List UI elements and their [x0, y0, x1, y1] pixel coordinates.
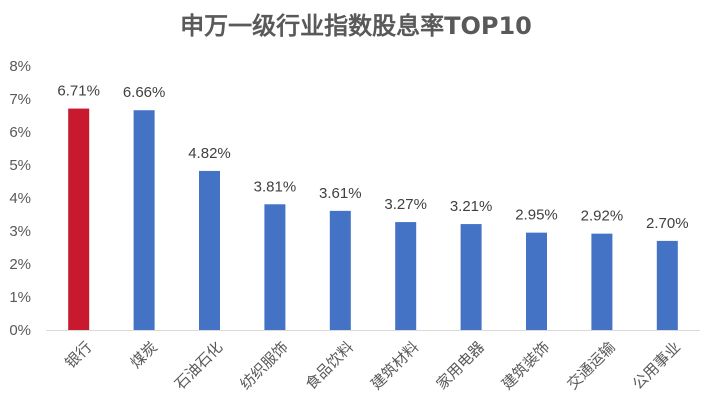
bar-银行 — [68, 108, 90, 330]
bar-交通运输 — [591, 233, 613, 330]
y-tick-label: 6% — [9, 124, 31, 141]
category-label: 家用电器 — [433, 338, 488, 393]
y-tick-label: 8% — [9, 58, 31, 75]
data-label: 6.71% — [57, 83, 100, 100]
data-label: 2.95% — [515, 207, 558, 224]
category-label: 建筑材料 — [367, 338, 422, 393]
data-label: 4.82% — [188, 145, 231, 162]
category-label: 交通运输 — [563, 338, 618, 393]
chart-title: 申万一级行业指数股息率TOP10 — [180, 12, 532, 40]
category-label: 纺织服饰 — [236, 338, 291, 393]
category-label: 食品饮料 — [302, 338, 357, 393]
y-tick-label: 4% — [9, 190, 31, 207]
data-label: 3.61% — [319, 185, 362, 202]
data-label: 3.81% — [254, 178, 297, 195]
y-tick-label: 1% — [9, 289, 31, 306]
data-label: 3.21% — [450, 198, 493, 215]
y-axis-ticks: 0% 1% 2% 3% 4% 5% 6% 7% 8% — [9, 58, 31, 339]
data-labels-group: 6.71% 6.66% 4.82% 3.81% 3.61% 3.27% 3.21% 2.95%… — [57, 83, 688, 232]
bar-食品饮料 — [329, 210, 351, 330]
bar-煤炭 — [133, 110, 155, 330]
category-label: 建筑装饰 — [498, 338, 553, 393]
bar-纺织服饰 — [264, 204, 286, 330]
y-tick-label: 7% — [9, 91, 31, 108]
bar-石油石化 — [199, 170, 220, 330]
bar-建筑装饰 — [526, 232, 547, 330]
bars-group — [68, 108, 678, 330]
bar-建筑材料 — [395, 222, 417, 330]
category-labels-group: 银行 煤炭 石油石化 纺织服饰 食品饮料 建筑材料 家用电器 建筑装饰 交通运输 公用事业 — [61, 338, 684, 393]
category-label: 公用事业 — [629, 338, 684, 393]
bar-家用电器 — [460, 224, 482, 330]
data-label: 2.70% — [646, 215, 689, 232]
y-tick-label: 5% — [9, 157, 31, 174]
category-label: 石油石化 — [171, 338, 226, 393]
data-label: 2.92% — [581, 208, 624, 225]
y-tick-label: 0% — [9, 322, 31, 339]
category-label: 煤炭 — [127, 338, 161, 372]
category-label: 银行 — [61, 338, 95, 372]
y-tick-label: 3% — [9, 223, 31, 240]
data-label: 3.27% — [384, 196, 427, 213]
data-label: 6.66% — [123, 84, 166, 101]
bar-公用事业 — [656, 240, 678, 330]
y-tick-label: 2% — [9, 256, 31, 273]
